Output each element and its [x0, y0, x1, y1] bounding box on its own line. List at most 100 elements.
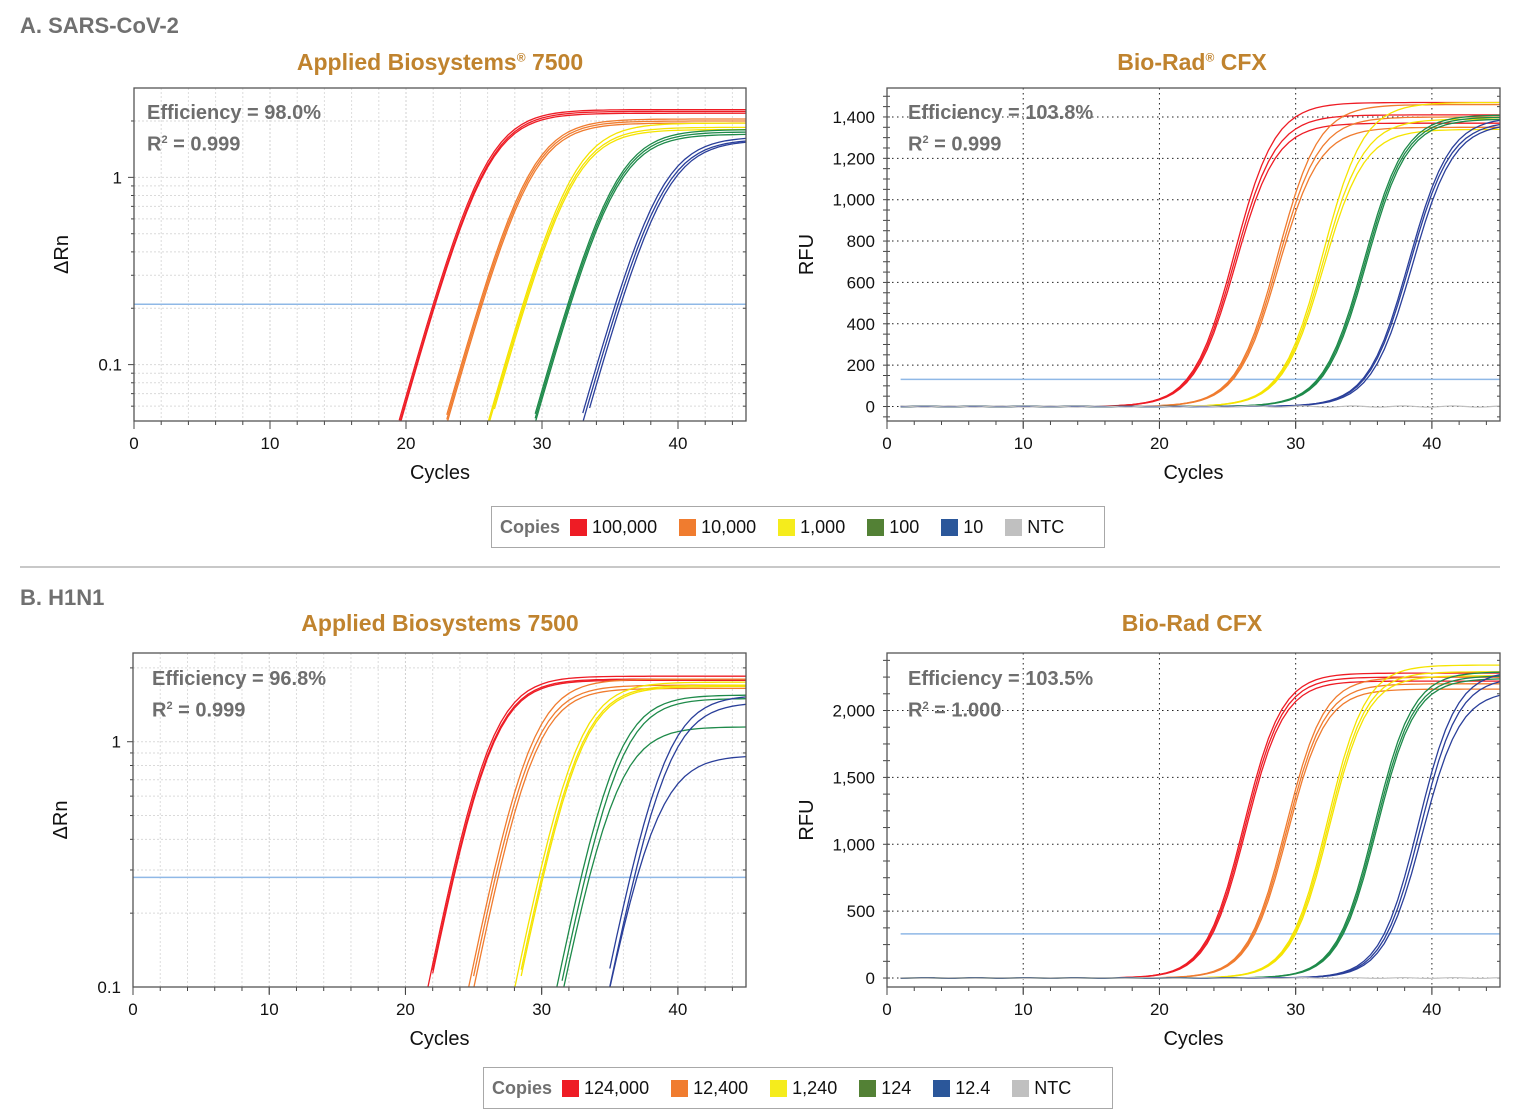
legend-label: NTC — [1034, 1077, 1072, 1098]
amplification-curve — [900, 128, 1500, 408]
x-tick-label: 20 — [1150, 1000, 1169, 1019]
r2-value: = 1.000 — [928, 699, 1002, 722]
chart-title-a-abi: Applied Biosystems® 7500 — [130, 49, 750, 76]
legend-item: 100 — [867, 517, 919, 538]
y-tick-label: 500 — [847, 902, 875, 921]
y-axis-label: RFU — [796, 234, 818, 275]
x-tick-label: 40 — [1422, 1000, 1441, 1019]
legend-item: 10 — [941, 517, 983, 538]
x-tick-label: 0 — [882, 1000, 891, 1019]
x-tick-label: 10 — [1014, 434, 1033, 453]
x-axis-label: Cycles — [1163, 1028, 1223, 1050]
x-tick-label: 20 — [396, 1000, 415, 1019]
legend-label: 124,000 — [584, 1077, 650, 1098]
x-tick-label: 20 — [1150, 434, 1169, 453]
legend-label: 10 — [963, 516, 984, 537]
y-tick-label: 1,000 — [832, 835, 875, 854]
legend-swatch — [859, 1079, 877, 1097]
amplification-curve — [487, 122, 746, 421]
amplification-curve — [609, 696, 746, 969]
legend-swatch — [671, 1079, 689, 1097]
x-tick-label: 40 — [669, 434, 688, 453]
y-tick-label: 0 — [866, 398, 875, 417]
legend-swatch — [679, 518, 697, 536]
chart-3: 0 10 20 30 40 0 500 1,000 1,500 2,000 Cycles RFU — [796, 652, 1501, 1050]
y-tick-label: 1,500 — [832, 768, 875, 787]
y-axis-label: ΔRn — [51, 235, 73, 274]
amplification-curve — [473, 687, 746, 987]
amplification-curve — [900, 126, 1500, 408]
legend-swatch — [1005, 518, 1023, 536]
chart-title-suffix: 7500 — [525, 49, 584, 75]
efficiency-label: Efficiency = 103.8% — [908, 102, 1094, 124]
plot-frame — [886, 87, 1501, 422]
plot-area — [900, 101, 1500, 408]
amplification-curve — [534, 131, 746, 419]
chart-title-text: Applied Biosystems 7500 — [301, 610, 579, 636]
legend-label: 1,240 — [792, 1077, 838, 1098]
ntc-curve — [900, 976, 1500, 980]
y-tick-label: 400 — [847, 315, 875, 334]
amplification-curve — [609, 703, 746, 987]
legend-item: 1,240 — [770, 1078, 837, 1099]
legend-item: 10,000 — [679, 517, 756, 538]
y-tick-label: 1,400 — [832, 108, 875, 127]
annotation-b-biorad: Efficiency = 103.5% R2 = 1.000 — [908, 666, 1093, 725]
legend-swatch — [933, 1079, 951, 1097]
amplification-curve — [582, 140, 746, 421]
y-tick-label: 600 — [847, 273, 875, 292]
amplification-curve — [900, 688, 1500, 979]
legend-item: 12.4 — [933, 1078, 990, 1099]
x-tick-label: 10 — [1014, 1000, 1033, 1019]
r2-value: = 0.999 — [172, 699, 246, 722]
chart-title-b-abi: Applied Biosystems 7500 — [130, 610, 750, 637]
amplification-curve — [563, 726, 746, 987]
plot-area — [133, 675, 746, 987]
registered-mark: ® — [1205, 50, 1215, 65]
section-label-b: B. H1N1 — [20, 585, 105, 610]
legend-label: 1,000 — [800, 516, 846, 537]
legend-swatch — [941, 518, 959, 536]
legend-title: Copies — [500, 516, 561, 537]
legend-swatch — [562, 1079, 580, 1097]
chart-title-b-biorad: Bio-Rad CFX — [882, 610, 1502, 637]
legend-item: 100,000 — [570, 517, 657, 538]
chart-0: 0 10 20 30 40 0.1 1 Cycles ΔRn — [51, 87, 747, 484]
legend-item: 124 — [859, 1078, 911, 1099]
amplification-curve — [514, 681, 746, 987]
legend-title: Copies — [492, 1077, 553, 1098]
x-tick-label: 40 — [668, 1000, 687, 1019]
amplification-curve — [609, 755, 746, 987]
x-tick-label: 10 — [261, 434, 280, 453]
chart-title-text: Bio-Rad — [1117, 49, 1206, 75]
annotation-a-biorad: Efficiency = 103.8% R2 = 0.999 — [908, 100, 1093, 159]
legend-swatch — [570, 518, 588, 536]
x-tick-label: 0 — [882, 434, 891, 453]
plot-area — [134, 108, 746, 421]
amplification-curve — [520, 685, 746, 977]
amplification-curve — [900, 126, 1500, 408]
y-tick-label: 0 — [866, 969, 875, 988]
legend-item: 12,400 — [671, 1078, 748, 1099]
legend-label: 10,000 — [701, 516, 757, 537]
legend-item: NTC — [1012, 1078, 1071, 1099]
chart-title-suffix: CFX — [1214, 49, 1267, 75]
x-tick-label: 0 — [128, 1000, 137, 1019]
amplification-curve — [588, 141, 746, 409]
amplification-curve — [561, 698, 746, 981]
amplification-curve — [493, 128, 746, 410]
amplification-curve — [427, 675, 746, 987]
efficiency-label: Efficiency = 103.5% — [908, 668, 1094, 690]
x-tick-label: 30 — [1286, 434, 1305, 453]
chart-title-a-biorad: Bio-Rad® CFX — [882, 49, 1502, 76]
y-tick-label: 200 — [847, 356, 875, 375]
r2-letter: R — [152, 699, 167, 722]
y-tick-label: 800 — [847, 232, 875, 251]
y-tick-label: 1 — [112, 733, 121, 752]
y-tick-label: 1,200 — [832, 149, 875, 168]
legend-swatch — [867, 518, 885, 536]
amplification-curve — [489, 126, 746, 421]
amplification-curve — [556, 694, 746, 987]
